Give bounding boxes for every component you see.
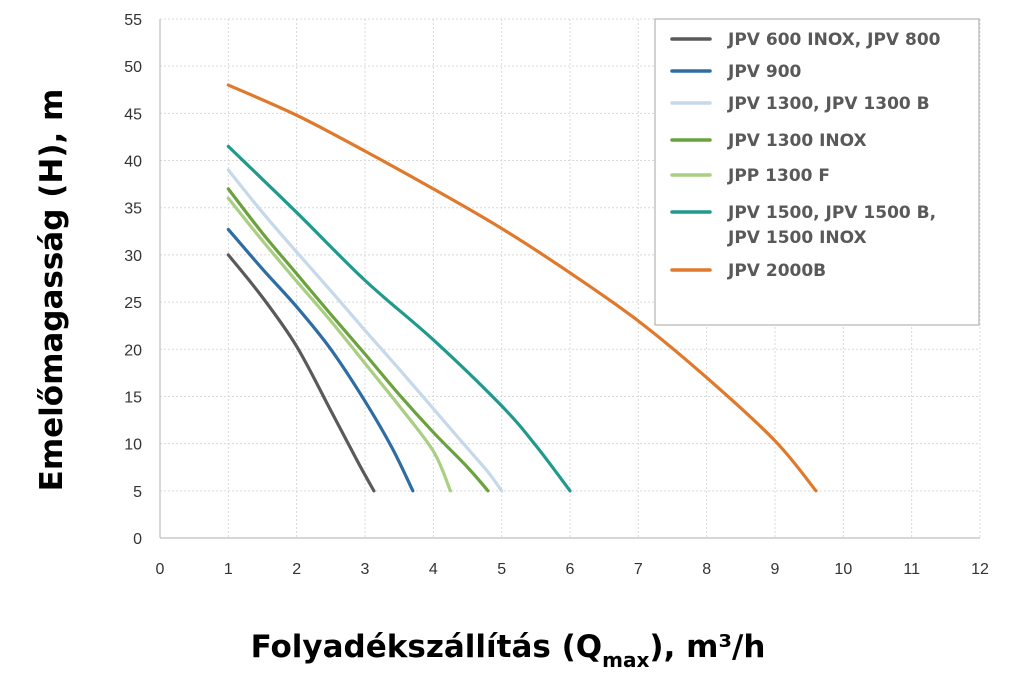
x-axis-label: Folyadékszállítás (Qmax), m³/h	[251, 629, 766, 672]
x-tick-label: 8	[702, 561, 711, 578]
x-axis-label-subscript: max	[602, 648, 649, 672]
y-tick-label: 25	[124, 295, 142, 312]
legend-entry: JPV 2000B	[727, 261, 826, 281]
series-lines	[226, 83, 818, 493]
x-axis-label-main: Folyadékszállítás (Q	[251, 629, 603, 665]
y-tick-label: 55	[124, 12, 142, 29]
series-line	[226, 196, 453, 493]
y-tick-label: 30	[124, 248, 142, 265]
axes	[159, 19, 980, 539]
series-line	[226, 144, 572, 493]
x-tick-label: 12	[971, 561, 989, 578]
x-tick-label: 5	[497, 561, 506, 578]
legend-entry: JPV 900	[727, 62, 802, 82]
x-tick-label: 7	[634, 561, 643, 578]
legend-entry-line: JPV 1500, JPV 1500 B,	[727, 203, 936, 223]
y-tick-label: 10	[124, 437, 142, 454]
x-axis-label-rest: ), m³/h	[649, 629, 765, 665]
legend-entry: JPV 1300, JPV 1300 B	[727, 94, 930, 114]
legend-entry: JPV 1500, JPV 1500 B, JPV 1500 INOX	[727, 203, 936, 248]
x-tick-label: 6	[566, 561, 575, 578]
series-line	[226, 168, 504, 493]
x-tick-label: 0	[156, 561, 165, 578]
series-line	[226, 227, 415, 493]
y-tick-label: 50	[124, 59, 142, 76]
y-tick-label: 40	[124, 154, 142, 171]
legend-entry: JPV 1300 INOX	[727, 131, 867, 151]
x-tick-label: 2	[292, 561, 301, 578]
legend-entry-line: JPV 1500 INOX	[727, 228, 867, 248]
x-tick-label: 9	[771, 561, 780, 578]
series-line	[226, 187, 490, 493]
legend-entry: JPP 1300 F	[727, 166, 830, 186]
x-tick-label: 3	[361, 561, 370, 578]
y-tick-label: 0	[133, 531, 142, 548]
legend-entry: JPV 600 INOX, JPV 800	[727, 30, 941, 50]
x-tick-label: 11	[903, 561, 920, 578]
y-tick-label: 45	[124, 106, 142, 123]
y-tick-label: 15	[124, 389, 142, 406]
x-tick-label: 1	[224, 561, 233, 578]
x-tick-label: 10	[834, 561, 852, 578]
y-tick-label: 5	[133, 484, 142, 501]
series-line	[226, 83, 818, 493]
x-tick-label: 4	[429, 561, 438, 578]
y-axis-label: Emelőmagasság (H), m	[34, 89, 70, 492]
legend: JPV 600 INOX, JPV 800 JPV 900 JPV 1300, JP…	[654, 18, 980, 326]
y-tick-label: 20	[124, 342, 142, 359]
series-line	[226, 253, 376, 493]
y-tick-label: 35	[124, 201, 142, 218]
